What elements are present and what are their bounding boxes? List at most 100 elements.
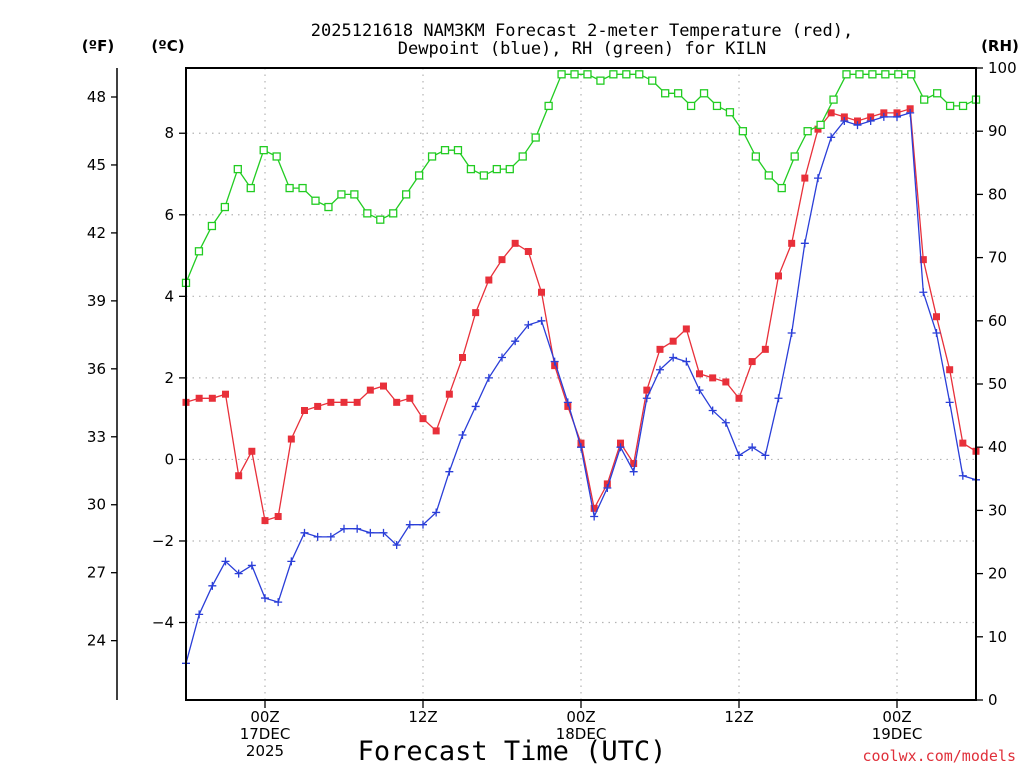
dewpoint-point <box>945 398 954 407</box>
dewpoint-point <box>682 357 691 366</box>
rh-point <box>635 70 644 79</box>
temperature-point <box>564 402 572 410</box>
temperature-point <box>353 398 361 406</box>
time-tick-label: 18DEC <box>556 725 607 743</box>
rh-point <box>479 171 489 180</box>
dewpoint-point <box>287 557 296 566</box>
dewpoint-point <box>708 406 717 415</box>
dewpoint-point <box>234 569 243 578</box>
dewpoint-point <box>511 337 520 346</box>
temperature-point <box>709 374 717 382</box>
rh-point <box>531 133 540 142</box>
rh-tick-label: 10 <box>988 628 1007 646</box>
temperature-point <box>261 517 269 525</box>
celsius-tick-label: 8 <box>164 124 174 142</box>
dewpoint-point <box>195 610 204 619</box>
rh-point <box>440 146 450 155</box>
dewpoint-point <box>761 451 770 460</box>
rh-point <box>932 89 942 98</box>
temperature-point <box>301 407 308 415</box>
fahrenheit-tick-label: 39 <box>87 292 106 310</box>
temperature-point <box>432 427 440 435</box>
rh-point <box>376 215 385 224</box>
temperature-point <box>327 398 335 406</box>
rh-point <box>272 152 281 161</box>
rh-point <box>842 70 851 79</box>
rh-tick-label: 0 <box>988 691 998 709</box>
rh-point <box>311 196 320 205</box>
temperature-point <box>538 288 545 296</box>
dewpoint-point <box>932 329 941 338</box>
dewpoint-point <box>642 394 651 403</box>
dewpoint-point <box>906 108 915 117</box>
celsius-axis-ticks: −4 −2 0 2 4 6 8 <box>152 124 186 632</box>
credit-link[interactable]: coolwx.com/models <box>862 747 1016 765</box>
chart-title-line1: 2025121618 NAM3KM Forecast 2-meter Tempe… <box>311 21 853 41</box>
rh-point <box>881 70 890 79</box>
rh-point <box>751 152 760 161</box>
temperature-point <box>854 117 861 125</box>
dewpoint-point <box>458 430 467 439</box>
fahrenheit-tick-label: 33 <box>87 428 106 446</box>
rh-point <box>803 127 812 136</box>
temperature-point <box>195 394 203 402</box>
rh-point <box>246 183 255 193</box>
dewpoint-point <box>340 524 348 533</box>
rh-point <box>596 76 605 85</box>
celsius-tick-label: 4 <box>164 287 174 305</box>
dewpoint-point <box>866 117 875 126</box>
dewpoint-point <box>577 443 585 452</box>
temperature-point <box>617 439 624 447</box>
plot-frame <box>185 67 977 701</box>
temperature-point <box>669 337 677 345</box>
rh-point <box>233 164 242 174</box>
dewpoint-point <box>300 528 309 537</box>
celsius-tick-label: 2 <box>164 369 174 387</box>
dewpoint-point <box>748 443 757 452</box>
rh-tick-label: 50 <box>988 375 1007 393</box>
fahrenheit-tick-label: 42 <box>87 224 106 242</box>
temperature-point <box>248 447 256 455</box>
rh-point <box>427 152 437 161</box>
dewpoint-point <box>379 528 388 537</box>
rh-point <box>816 120 825 130</box>
rh-point <box>324 202 333 212</box>
time-tick-label: 12Z <box>408 708 437 726</box>
temperature-point <box>406 394 414 402</box>
dewpoint-point <box>563 398 572 407</box>
rh-point <box>570 70 579 79</box>
temperature-point <box>919 256 927 264</box>
rh-point <box>285 183 294 193</box>
rh-point <box>673 89 683 98</box>
rh-point <box>648 76 657 85</box>
series-rh <box>181 70 981 288</box>
temperature-point <box>761 345 769 353</box>
temperature-point <box>551 362 559 370</box>
temperature-point <box>933 313 940 321</box>
temperature-point <box>880 109 888 117</box>
celsius-tick-label: 0 <box>164 450 174 468</box>
rh-point <box>220 202 230 212</box>
time-tick-label: 12Z <box>724 708 753 726</box>
rh-point <box>466 164 476 174</box>
dewpoint-point <box>787 329 796 338</box>
dewpoint-point <box>695 386 704 395</box>
rh-point <box>699 89 709 98</box>
rh-tick-label: 80 <box>988 185 1007 203</box>
temperature-point <box>472 309 480 317</box>
temperature-point <box>393 398 401 406</box>
temperature-point <box>340 398 348 406</box>
temperature-point <box>208 394 216 402</box>
series-layer <box>181 70 981 668</box>
dewpoint-point <box>774 394 783 403</box>
fahrenheit-tick-label: 36 <box>87 360 106 378</box>
dewpoint-point <box>616 443 625 452</box>
temperature-point <box>380 382 387 390</box>
dewpoint-line <box>185 112 977 664</box>
temperature-point <box>814 125 822 133</box>
temperature-point <box>222 390 229 398</box>
rh-point <box>414 171 424 180</box>
rh-point <box>298 183 307 193</box>
rh-tick-label: 60 <box>988 312 1007 330</box>
